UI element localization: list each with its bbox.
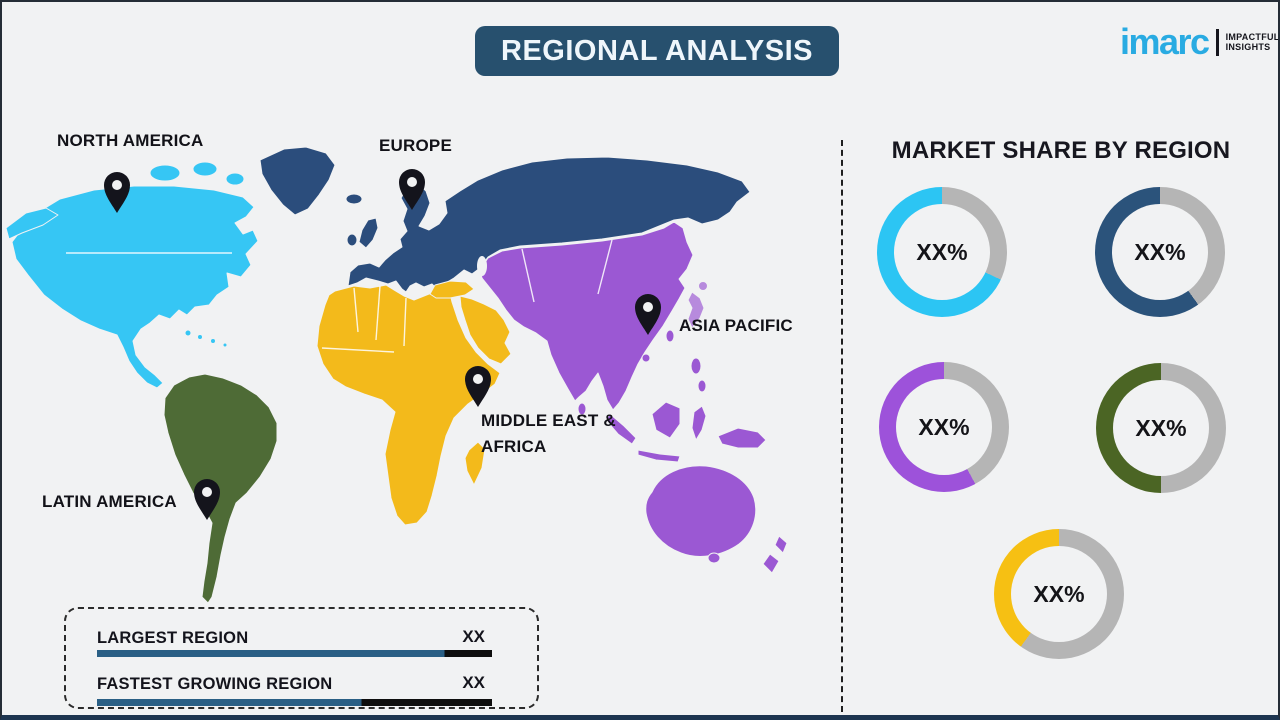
great-britain — [358, 217, 379, 249]
tasmania — [707, 552, 721, 564]
donut-value: XX% — [916, 238, 968, 265]
donut-value: XX% — [1033, 580, 1085, 607]
pin-asia-pacific — [635, 294, 661, 335]
pin-middle-east-africa — [465, 366, 491, 407]
iceland — [345, 193, 363, 205]
legend-value-largest-region: XX — [462, 627, 485, 646]
panel-divider — [841, 140, 843, 712]
logo-tagline-line2: INSIGHTS — [1225, 42, 1271, 52]
europe-russia-mainland — [347, 156, 751, 293]
alaska — [5, 207, 59, 240]
market-share-title: MARKET SHARE BY REGION — [891, 137, 1231, 164]
region-asia-pacific — [479, 221, 788, 574]
legend-bar-fastest-growing-region — [97, 699, 492, 706]
new-zealand-south — [762, 553, 780, 574]
new-guinea — [717, 427, 767, 449]
north-america-mainland — [11, 185, 259, 389]
turkey — [429, 280, 475, 299]
greenland — [259, 146, 336, 216]
madagascar — [464, 441, 486, 486]
region-label-north-america: NORTH AMERICA — [57, 131, 204, 150]
region-label-latin-america: LATIN AMERICA — [42, 492, 177, 511]
logo-tagline-line1: IMPACTFUL — [1225, 31, 1280, 42]
donut-chart-latin-america: XX% — [1096, 363, 1226, 493]
new-zealand-north — [774, 535, 788, 554]
africa-mainland — [316, 284, 501, 526]
sulawesi — [691, 405, 707, 441]
arctic-island — [149, 164, 181, 182]
donut-value: XX% — [1134, 238, 1186, 265]
arabian-peninsula — [459, 295, 512, 365]
arctic-island — [225, 172, 245, 186]
taiwan — [665, 329, 675, 343]
caspian-sea — [477, 256, 487, 276]
java — [637, 449, 681, 463]
south-america — [163, 373, 278, 604]
asia-mainland — [479, 221, 694, 411]
logo-tagline: IMPACTFUL INSIGHTS — [1225, 31, 1280, 53]
donut-value: XX% — [1135, 414, 1187, 441]
region-europe — [259, 146, 751, 293]
legend-value-fastest-growing-region: XX — [462, 673, 485, 692]
region-label-asia-pacific: ASIA PACIFIC — [679, 316, 793, 335]
caribbean-island — [210, 338, 216, 344]
imarc-wordmark: imarc — [1120, 21, 1210, 62]
country-border-lines — [66, 239, 613, 353]
region-north-america — [5, 161, 259, 389]
ireland — [346, 233, 358, 247]
australia — [645, 465, 757, 557]
legend-label-largest-region: LARGEST REGION — [97, 629, 249, 647]
legend-label-fastest-growing-region: FASTEST GROWING REGION — [97, 675, 333, 693]
imarc-logo: imarc IMPACTFUL INSIGHTS — [1120, 21, 1280, 62]
donut-chart-north-america: XX% — [877, 187, 1007, 317]
caribbean-island — [197, 334, 203, 340]
pin-north-america — [104, 172, 130, 213]
caribbean-island — [222, 342, 228, 348]
donut-value: XX% — [918, 413, 970, 440]
legend-box: LARGEST REGION XX FASTEST GROWING REGION… — [64, 607, 539, 709]
sri-lanka — [577, 402, 587, 416]
caribbean-island — [184, 329, 192, 337]
pin-europe — [399, 169, 425, 210]
borneo — [651, 401, 681, 439]
philippines — [697, 379, 707, 393]
logo-divider — [1215, 28, 1219, 56]
pin-latin-america — [194, 479, 220, 520]
page-title: REGIONAL ANALYSIS — [475, 26, 839, 76]
map-pins — [104, 169, 661, 520]
region-label-europe: EUROPE — [379, 136, 452, 155]
japan-hokkaido — [698, 281, 708, 291]
hainan — [641, 353, 651, 363]
donut-chart-europe: XX% — [1095, 187, 1225, 317]
donut-chart-middle-east-africa: XX% — [994, 529, 1124, 659]
region-latin-america — [163, 373, 278, 604]
region-label-middle-east-africa: MIDDLE EAST & AFRICA — [481, 411, 616, 456]
sumatra — [605, 413, 637, 445]
region-middle-east-africa — [316, 280, 512, 526]
japan — [687, 291, 705, 329]
donut-chart-asia-pacific: XX% — [879, 362, 1009, 492]
legend-bar-largest-region — [97, 650, 492, 657]
philippines — [690, 357, 702, 375]
arctic-island — [192, 161, 218, 177]
